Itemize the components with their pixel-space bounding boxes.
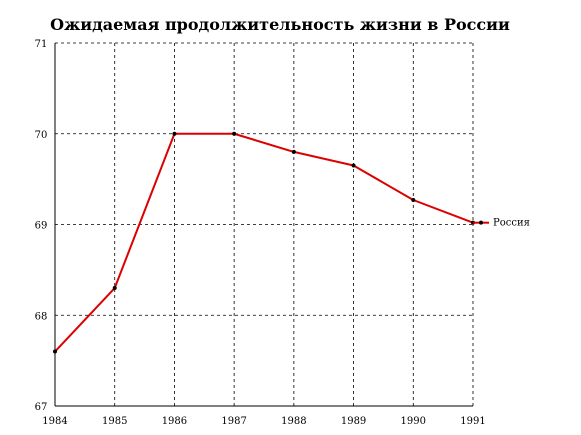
- data-point: [53, 349, 57, 354]
- grid-lines: [55, 42, 474, 406]
- x-tick-label: 1990: [401, 416, 426, 427]
- data-point: [351, 163, 356, 168]
- y-tick-label: 69: [35, 221, 48, 232]
- y-tick-label: 67: [35, 402, 48, 413]
- chart-title: Ожидаемая продолжительность жизни в Росс…: [50, 15, 510, 34]
- legend-marker: [479, 220, 483, 225]
- x-tick-label: 1985: [102, 416, 127, 427]
- axes: [54, 43, 473, 407]
- x-tick-label: 1989: [341, 416, 366, 427]
- data-point: [172, 131, 177, 136]
- data-point: [232, 131, 237, 136]
- x-tick-label: 1987: [221, 416, 246, 427]
- data-point: [291, 149, 296, 154]
- y-tick-label: 71: [35, 39, 48, 50]
- y-tick-label: 68: [35, 311, 48, 322]
- data-point: [411, 197, 416, 202]
- x-tick-label: 1984: [42, 416, 67, 427]
- series-line: [54, 132, 474, 353]
- x-tick-label: 1991: [460, 416, 485, 427]
- y-tick-label: 70: [35, 130, 48, 141]
- series-lines: [53, 131, 475, 354]
- data-point: [112, 286, 117, 291]
- x-tick-label: 1988: [281, 416, 306, 427]
- x-tick-label: 1986: [162, 416, 187, 427]
- tick-labels: 67 68 69 70 71 1984 1985 1986 1987 1988 1989 1990 19…: [35, 39, 486, 427]
- legend: Россия: [473, 218, 530, 229]
- legend-label: Россия: [493, 218, 530, 229]
